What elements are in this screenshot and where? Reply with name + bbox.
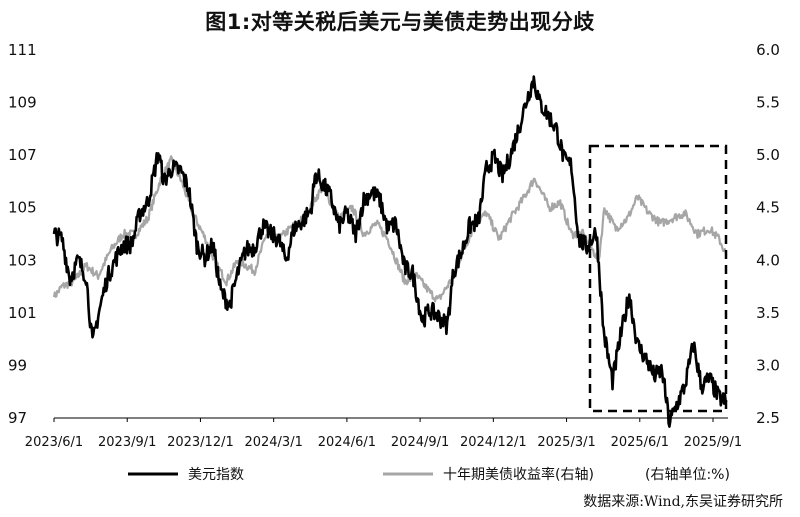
x-tick-label: 2024/12/1 [460, 435, 527, 450]
right-axis-labels: 6.0 5.5 5.0 4.5 4.0 3.5 3.0 2.5 [756, 41, 780, 427]
x-tick-label: 2025/6/1 [611, 435, 669, 450]
left-tick-label: 97 [8, 409, 27, 427]
x-axis-labels: 2023/6/1 2023/9/1 2023/12/1 2024/3/1 2024/6/… [25, 435, 742, 450]
right-tick-label: 4.0 [756, 251, 780, 269]
right-tick-label: 6.0 [756, 41, 780, 59]
series-layer [52, 75, 728, 428]
right-axis-unit-note: (右轴单位:%) [645, 467, 730, 483]
left-axis-labels: 111 109 107 105 103 101 99 97 [8, 41, 37, 427]
source-note: 数据来源:Wind,东吴证券研究所 [583, 494, 783, 510]
right-tick-label: 3.0 [756, 356, 780, 374]
x-tick-label: 2025/9/1 [684, 435, 742, 450]
usd-index-line [52, 75, 728, 428]
right-tick-label: 3.5 [756, 304, 780, 322]
x-tick-label: 2024/9/1 [391, 435, 449, 450]
x-tick-label: 2024/3/1 [244, 435, 302, 450]
x-tick-label: 2023/12/1 [167, 435, 234, 450]
treasury-yield-line [52, 155, 728, 303]
chart-title: 图1:对等关税后美元与美债走势出现分歧 [205, 10, 595, 34]
legend-label-yield: 十年期美债收益率(右轴) [443, 466, 594, 483]
left-tick-label: 107 [8, 146, 37, 164]
left-tick-label: 111 [8, 41, 37, 59]
axes [53, 417, 728, 422]
legend: 美元指数 十年期美债收益率(右轴) (右轴单位:%) [128, 466, 730, 483]
left-tick-label: 99 [8, 356, 27, 374]
right-tick-label: 4.5 [756, 199, 780, 217]
x-tick-label: 2025/3/1 [537, 435, 595, 450]
right-tick-label: 2.5 [756, 409, 780, 427]
x-tick-label: 2023/9/1 [98, 435, 156, 450]
right-tick-label: 5.5 [756, 94, 780, 112]
left-tick-label: 103 [8, 251, 37, 269]
legend-label-usd: 美元指数 [188, 467, 244, 483]
x-tick-label: 2024/6/1 [318, 435, 376, 450]
left-tick-label: 109 [8, 94, 37, 112]
left-tick-label: 105 [8, 199, 37, 217]
left-tick-label: 101 [8, 304, 37, 322]
x-tick-label: 2023/6/1 [25, 435, 83, 450]
right-tick-label: 5.0 [756, 146, 780, 164]
dashed-highlight-box [588, 144, 728, 413]
